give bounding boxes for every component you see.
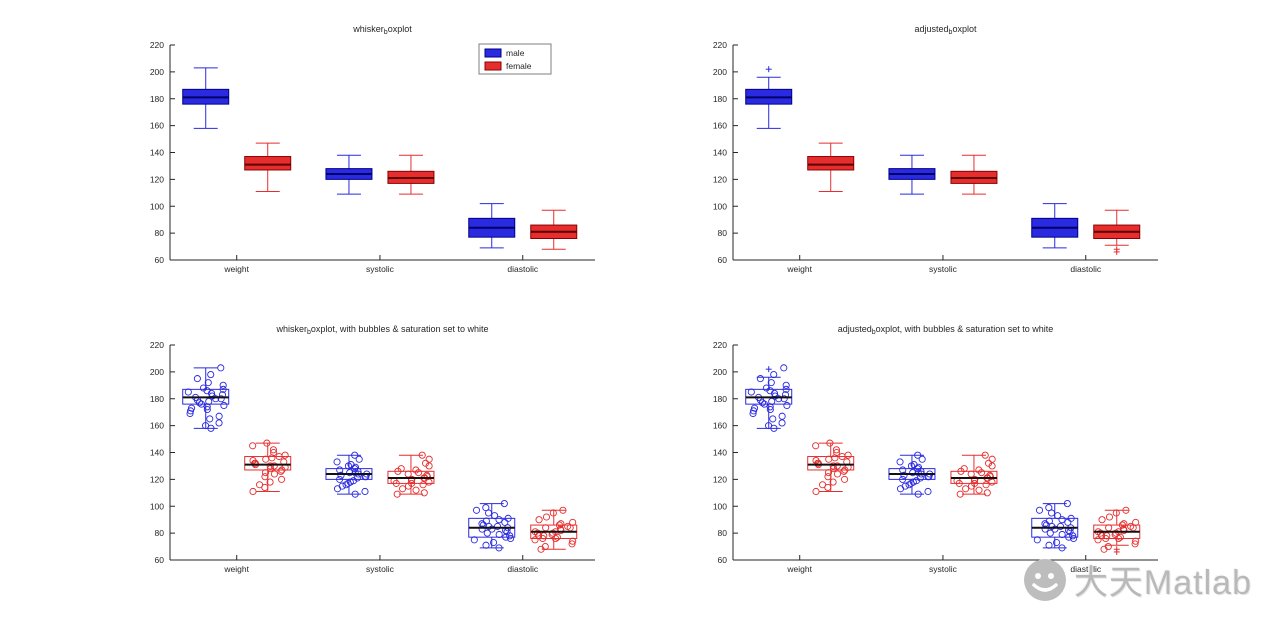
subplot-adjusted-boxplot: 60 80 100 120 140 160 180 200 220 weight systolic d… [693, 18, 1193, 308]
subplot-adjusted-boxplot-bubbles: 60 80 100 120 140 160 180 200 220 weight systolic d… [693, 318, 1193, 608]
box-male-diastolic [468, 500, 516, 552]
svg-text:200: 200 [150, 67, 164, 77]
svg-text:weight: weight [223, 264, 249, 274]
svg-text:80: 80 [155, 228, 165, 238]
watermark: 大天Matlab [1022, 555, 1252, 604]
subplot-title: whiskerboxplot, with bubbles & saturatio… [275, 324, 488, 336]
boxplot-svg: 60 80 100 120 140 160 180 200 220 weight systolic d… [713, 324, 1158, 574]
svg-text:120: 120 [713, 474, 727, 484]
svg-text:200: 200 [150, 367, 164, 377]
svg-text:220: 220 [713, 40, 727, 50]
svg-text:120: 120 [150, 174, 164, 184]
svg-text:220: 220 [713, 340, 727, 350]
box-female-weight [244, 439, 292, 496]
svg-text:systolic: systolic [366, 564, 395, 574]
box-male-systolic [888, 154, 936, 195]
svg-text:160: 160 [713, 121, 727, 131]
svg-text:140: 140 [713, 148, 727, 158]
legend: male female [478, 43, 552, 75]
subplot-whisker-boxplot-bubbles: 60 80 100 120 140 160 180 200 220 weight systolic d… [130, 318, 630, 608]
svg-text:100: 100 [713, 501, 727, 511]
svg-text:180: 180 [713, 394, 727, 404]
subplot-title: whiskerboxplot [352, 24, 412, 36]
box-male-diastolic [468, 203, 516, 249]
box-female-weight [244, 142, 292, 192]
wechat-icon [1023, 558, 1066, 601]
box-male-weight [182, 67, 230, 129]
svg-text:systolic: systolic [929, 264, 958, 274]
box-female-weight [807, 439, 855, 496]
svg-text:60: 60 [155, 555, 165, 565]
svg-text:160: 160 [150, 421, 164, 431]
legend-swatch-male [484, 48, 502, 58]
legend-swatch-female [484, 61, 502, 71]
svg-text:200: 200 [713, 67, 727, 77]
boxplot-svg: 60 80 100 120 140 160 180 200 220 weight systolic d… [713, 24, 1158, 274]
svg-text:60: 60 [155, 255, 165, 265]
box-female-systolic [387, 154, 435, 195]
svg-text:180: 180 [150, 94, 164, 104]
subplot-title: adjustedboxplot, with bubbles & saturati… [838, 324, 1054, 336]
box-female-diastolic [530, 506, 578, 553]
svg-text:diastolic: diastolic [507, 264, 538, 274]
box-male-diastolic [1031, 203, 1079, 249]
box-male-weight [182, 364, 230, 432]
svg-text:diastolic: diastolic [1070, 264, 1101, 274]
svg-text:180: 180 [713, 94, 727, 104]
box-male-systolic [325, 154, 373, 195]
subplot-title: adjustedboxplot [915, 24, 977, 36]
svg-text:220: 220 [150, 340, 164, 350]
svg-text:male: male [506, 48, 525, 58]
svg-text:60: 60 [718, 255, 728, 265]
subplot-whisker-boxplot: 60 80 100 120 140 160 180 200 220 weight systolic d… [130, 18, 630, 308]
box-female-systolic [387, 451, 435, 498]
box-male-systolic [888, 451, 936, 498]
svg-text:80: 80 [718, 528, 728, 538]
box-female-systolic [950, 154, 998, 195]
svg-text:120: 120 [713, 174, 727, 184]
svg-text:160: 160 [150, 121, 164, 131]
box-female-diastolic [530, 209, 578, 250]
svg-text:200: 200 [713, 367, 727, 377]
svg-text:220: 220 [150, 40, 164, 50]
box-male-diastolic [1031, 500, 1079, 552]
svg-text:systolic: systolic [929, 564, 958, 574]
svg-text:140: 140 [150, 448, 164, 458]
box-female-systolic [950, 451, 998, 498]
svg-text:100: 100 [150, 201, 164, 211]
svg-text:80: 80 [155, 528, 165, 538]
svg-text:weight: weight [223, 564, 249, 574]
box-male-weight [745, 66, 793, 129]
svg-text:100: 100 [150, 501, 164, 511]
watermark-text: 大天Matlab [1073, 564, 1252, 602]
svg-text:weight: weight [786, 264, 812, 274]
svg-text:140: 140 [150, 148, 164, 158]
box-female-diastolic [1093, 209, 1141, 255]
svg-text:60: 60 [718, 555, 728, 565]
svg-text:diastolic: diastolic [1070, 564, 1101, 574]
svg-text:100: 100 [713, 201, 727, 211]
svg-text:diastolic: diastolic [507, 564, 538, 574]
boxplot-svg: 60 80 100 120 140 160 180 200 220 weight systolic d… [150, 324, 595, 574]
svg-text:120: 120 [150, 474, 164, 484]
svg-text:weight: weight [786, 564, 812, 574]
svg-text:systolic: systolic [366, 264, 395, 274]
box-female-weight [807, 142, 855, 192]
svg-text:160: 160 [713, 421, 727, 431]
svg-text:180: 180 [150, 394, 164, 404]
boxplot-svg: 60 80 100 120 140 160 180 200 220 weight systolic d… [150, 24, 595, 274]
box-male-systolic [325, 451, 373, 498]
svg-text:80: 80 [718, 228, 728, 238]
svg-text:female: female [506, 61, 532, 71]
box-female-diastolic [1093, 506, 1141, 555]
box-male-weight [745, 364, 793, 432]
svg-text:140: 140 [713, 448, 727, 458]
